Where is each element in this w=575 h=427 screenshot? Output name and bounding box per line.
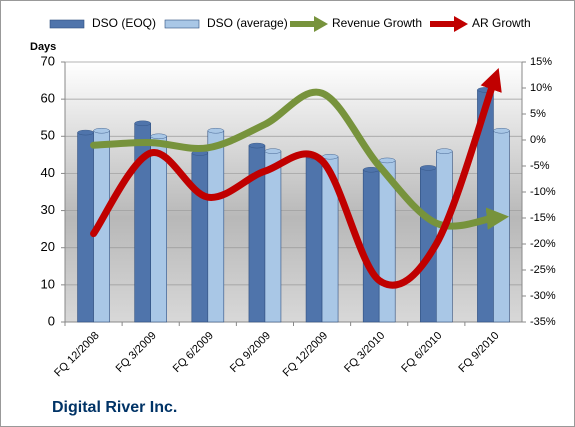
bar: [150, 135, 167, 323]
bar-cap: [150, 133, 167, 139]
bar: [493, 130, 510, 323]
bar-cap: [420, 165, 437, 171]
y-tick-label: 10: [41, 276, 55, 291]
legend-arrow: [314, 16, 328, 32]
legend-label: Revenue Growth: [332, 16, 422, 30]
bar-cap: [77, 129, 94, 136]
bar-cap: [248, 142, 266, 149]
legend-swatch: [164, 19, 200, 29]
y-tick-label: 40: [41, 165, 55, 180]
y2-tick-label: 15%: [530, 56, 552, 68]
bar: [264, 150, 282, 323]
y-tick-label: 60: [41, 91, 55, 106]
bar-cap: [436, 148, 453, 154]
y2-tick-label: 5%: [530, 108, 546, 120]
legend-label: DSO (average): [207, 16, 288, 30]
bar-cap: [493, 128, 510, 134]
y2-tick-label: -30%: [530, 290, 556, 302]
y-tick-label: 0: [48, 313, 55, 328]
legend-label: AR Growth: [472, 16, 531, 30]
y-tick-label: 70: [41, 53, 55, 68]
bar-cap: [93, 128, 110, 134]
line: [90, 68, 502, 289]
y2-tick-label: -25%: [530, 264, 556, 276]
legend-arrow: [454, 16, 468, 32]
legend-label: DSO (EOQ): [92, 16, 156, 30]
y-axis-label: Days: [30, 41, 56, 53]
y2-tick-label: -15%: [530, 212, 556, 224]
bar: [362, 169, 380, 323]
bar: [77, 132, 94, 323]
bar: [207, 130, 225, 323]
y2-tick-label: 10%: [530, 82, 552, 94]
y-tick-label: 30: [41, 202, 55, 217]
y-tick-label: 50: [41, 128, 55, 143]
y2-tick-label: -35%: [530, 316, 556, 328]
bar: [191, 152, 209, 323]
y2-tick-label: 0%: [530, 134, 546, 146]
bar-cap: [207, 128, 225, 134]
legend-swatch: [49, 19, 85, 29]
bar-cap: [264, 148, 282, 154]
chart-title: Digital River Inc.: [52, 399, 177, 416]
y2-tick-label: -5%: [530, 160, 550, 172]
bar: [305, 156, 323, 323]
line: [90, 88, 510, 230]
bar-cap: [134, 120, 151, 126]
y2-tick-label: -10%: [530, 186, 556, 198]
y2-tick-label: -20%: [530, 238, 556, 250]
bar-cap: [378, 157, 396, 164]
y-tick-label: 20: [41, 239, 55, 254]
